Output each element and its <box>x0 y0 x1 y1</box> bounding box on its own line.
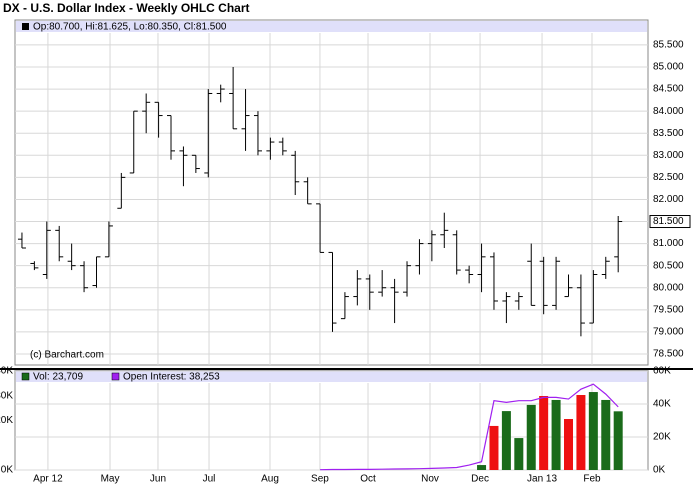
y2-tick-label: 40K <box>653 399 671 410</box>
x-tick-label: Jun <box>150 474 166 485</box>
volume-bar <box>588 392 598 470</box>
chart-title: DX - U.S. Dollar Index - Weekly OHLC Cha… <box>3 1 250 15</box>
volume-bar <box>514 438 524 470</box>
y2-tick-label: 60K <box>653 366 671 377</box>
y-tick-label: 83.000 <box>653 150 684 161</box>
volume-bar <box>539 395 549 470</box>
y-tick-label: 80.000 <box>653 282 684 293</box>
volume-bar <box>489 425 499 470</box>
legend-marker <box>111 372 120 381</box>
y2-tick-label: 0K <box>653 465 666 476</box>
volume-header <box>16 371 647 382</box>
price-header <box>16 21 647 32</box>
y-tick-label: 78.500 <box>653 349 684 360</box>
volume-bar <box>576 395 586 470</box>
y-tick-label: 84.500 <box>653 84 684 95</box>
legend-label: Vol: 23,709 <box>33 372 83 383</box>
x-tick-label: Apr 12 <box>33 474 63 485</box>
x-tick-label: Feb <box>583 474 601 485</box>
y-tick-label: 82.500 <box>653 172 684 183</box>
x-tick-label: Oct <box>360 474 376 485</box>
y-tick-label: 81.000 <box>653 238 684 249</box>
x-tick-label: Nov <box>421 474 439 485</box>
x-tick-label: Sep <box>311 474 329 485</box>
volume-bar <box>564 419 574 470</box>
credit: (c) Barchart.com <box>30 350 104 361</box>
volume-bar <box>477 465 487 470</box>
x-tick-label: May <box>101 474 120 485</box>
x-tick-label: Jan 13 <box>527 474 557 485</box>
volume-bar <box>601 399 611 470</box>
y-tick-label: 30K <box>0 390 13 401</box>
volume-bar <box>501 411 511 470</box>
ohlc-header: Op:80.700, Hi:81.625, Lo:80.350, Cl:81.5… <box>33 22 227 33</box>
y-tick-label: 79.000 <box>653 327 684 338</box>
y-tick-label: 85.500 <box>653 40 684 51</box>
x-tick-label: Jul <box>203 474 216 485</box>
volume-bar <box>613 411 623 470</box>
y-tick-label: 79.500 <box>653 304 684 315</box>
last-price-label: 81.500 <box>653 216 684 227</box>
volume-bar <box>551 399 561 470</box>
y-tick-label: 80.500 <box>653 260 684 271</box>
volume-bar <box>526 404 536 470</box>
header-marker <box>22 23 29 30</box>
x-tick-label: Dec <box>471 474 489 485</box>
y-tick-label: 82.000 <box>653 194 684 205</box>
legend-label: Open Interest: 38,253 <box>123 372 220 383</box>
legend-marker <box>21 372 30 381</box>
y-tick-label: 20K <box>0 415 13 426</box>
x-tick-label: Aug <box>261 474 279 485</box>
open-interest-line <box>320 383 619 471</box>
y2-tick-label: 20K <box>653 432 671 443</box>
y-tick-label: 0K <box>1 465 14 476</box>
y-tick-label: 85.000 <box>653 62 684 73</box>
y-tick-label: 83.500 <box>653 128 684 139</box>
last-price-box <box>649 215 691 229</box>
y-tick-label: 40K <box>0 366 13 377</box>
y-tick-label: 84.000 <box>653 106 684 117</box>
